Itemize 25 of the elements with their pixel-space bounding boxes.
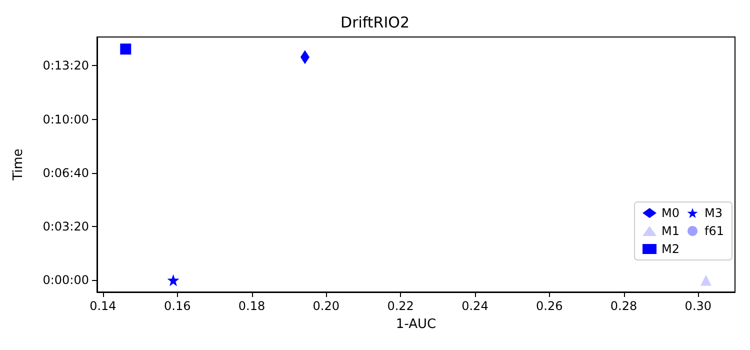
y-tick-label: 0:06:40	[42, 166, 89, 180]
y-tick-label: 0:10:00	[42, 112, 89, 126]
x-tick-label: 0.22	[387, 299, 414, 313]
x-tick-label: 0.18	[238, 299, 266, 313]
x-tick-label: 0.26	[536, 299, 563, 313]
y-axis-title: Time	[11, 148, 26, 182]
legend-label: M3	[704, 206, 723, 220]
chart-title: DriftRIO2	[340, 14, 410, 32]
x-axis-title: 1-AUC	[396, 317, 436, 332]
point	[120, 44, 132, 55]
x-tick-label: 0.14	[90, 299, 116, 313]
legend-label: M1	[662, 224, 680, 238]
x-tick-label: 0.30	[684, 299, 712, 313]
y-tick-label: 0:03:20	[42, 220, 89, 234]
legend-label: M2	[662, 242, 680, 256]
legend-label: M0	[662, 206, 680, 220]
x-tick-label: 0.20	[312, 299, 340, 313]
x-tick-label: 0.16	[164, 299, 191, 313]
x-tick-label: 0.28	[610, 299, 638, 313]
x-tick-label: 0.24	[462, 299, 488, 313]
point	[700, 274, 712, 286]
legend-label: f61	[704, 224, 724, 238]
y-tick-label: 0:00:00	[42, 273, 89, 288]
y-tick-label: 0:13:20	[42, 58, 89, 73]
point	[167, 274, 180, 286]
